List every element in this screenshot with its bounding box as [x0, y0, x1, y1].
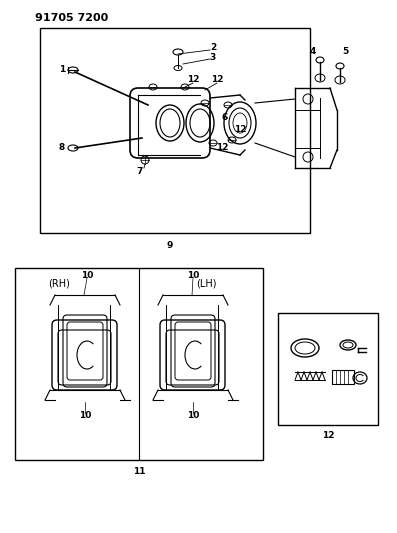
- Text: 1: 1: [59, 66, 65, 75]
- Text: (RH): (RH): [48, 278, 70, 288]
- Text: 8: 8: [59, 143, 65, 152]
- Text: 5: 5: [342, 47, 348, 56]
- Text: 10: 10: [81, 271, 93, 279]
- Text: 3: 3: [210, 52, 216, 61]
- Text: 11: 11: [133, 467, 145, 477]
- Bar: [278, 313, 378, 425]
- Text: 10: 10: [79, 410, 91, 419]
- Text: 12: 12: [234, 125, 246, 134]
- Text: 6: 6: [222, 114, 228, 123]
- Text: 9: 9: [167, 240, 173, 249]
- Text: 12: 12: [322, 432, 334, 440]
- Text: 7: 7: [137, 167, 143, 176]
- Text: 10: 10: [187, 271, 199, 279]
- Text: 12: 12: [187, 76, 199, 85]
- Text: 10: 10: [187, 410, 199, 419]
- Text: 12: 12: [216, 143, 228, 152]
- Text: (LH): (LH): [196, 278, 216, 288]
- Bar: [15, 268, 263, 460]
- Text: 4: 4: [310, 47, 316, 56]
- Text: 2: 2: [210, 43, 216, 52]
- Bar: [332, 370, 354, 384]
- Bar: [40, 28, 310, 233]
- Text: 12: 12: [211, 76, 223, 85]
- Text: 91705 7200: 91705 7200: [35, 13, 108, 23]
